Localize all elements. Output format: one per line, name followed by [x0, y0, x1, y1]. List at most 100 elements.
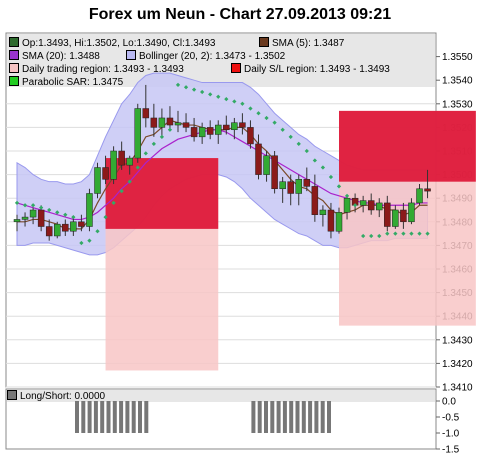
candle — [190, 117, 198, 142]
sar-dot — [336, 184, 342, 189]
candle — [102, 155, 109, 185]
sar-dot — [55, 210, 60, 215]
sar-dot — [208, 92, 213, 97]
candle — [134, 103, 141, 163]
candle — [408, 198, 415, 225]
long-short-bar — [106, 401, 111, 433]
candle — [45, 219, 53, 241]
sar-dot — [304, 148, 309, 154]
long-short-bar — [276, 401, 281, 433]
candle — [384, 195, 391, 232]
sar-dot — [344, 193, 350, 198]
long-short-bar — [314, 401, 319, 433]
sl-region — [105, 158, 219, 229]
legend-swatch-sl-region — [231, 63, 241, 73]
lower-legend-label: Long/Short: 0.0000 — [20, 391, 106, 402]
candle-body — [239, 122, 246, 128]
candle-body — [94, 167, 101, 194]
long-short-bar — [270, 401, 275, 433]
chart-title: Forex um Neun - Chart 27.09.2013 09:21 — [88, 6, 392, 23]
candle-body — [376, 202, 383, 211]
sar-dot — [135, 165, 140, 170]
candle-body — [206, 127, 214, 135]
legend-item-sar: Parabolic SAR: 1.3475 — [9, 76, 123, 88]
sar-dot — [22, 203, 28, 208]
long-short-bar — [327, 401, 331, 433]
legend-item-sma5: SMA (5): 1.3487 — [259, 37, 344, 49]
long-short-bar — [100, 401, 105, 433]
lower-legend: Long/Short: 0.0000 — [7, 390, 105, 402]
candle-body — [327, 209, 335, 232]
lower-y-tick-label: -1.0 — [442, 429, 460, 440]
candle-body — [319, 209, 327, 215]
sar-dot — [87, 238, 92, 243]
candle-body — [118, 150, 125, 166]
candle-body — [384, 202, 391, 227]
candle — [335, 207, 343, 234]
long-short-bar — [289, 401, 294, 433]
legend-label-ohlc: Op:1.3493, Hi:1.3502, Lo:1.3490, Cl:1.34… — [22, 38, 216, 49]
candle — [110, 146, 117, 185]
sar-dot — [167, 127, 173, 132]
candle-body — [392, 209, 399, 227]
candle-body — [78, 221, 85, 227]
candle-body — [182, 122, 190, 128]
candle — [359, 195, 367, 213]
sar-dot — [224, 96, 229, 102]
long-short-bar — [131, 401, 136, 433]
candle — [343, 195, 351, 220]
candle — [118, 141, 125, 170]
lower-y-tick-label: -1.5 — [442, 445, 460, 456]
legend-item-sl-region: Daily S/L region: 1.3493 - 1.3493 — [231, 63, 390, 75]
sar-dot — [79, 240, 84, 246]
lower-y-tick-label: 0.0 — [442, 397, 456, 408]
candle — [303, 167, 311, 192]
candle-body — [13, 219, 21, 223]
chart-legend: Op:1.3493, Hi:1.3502, Lo:1.3490, Cl:1.34… — [7, 35, 436, 88]
candle — [392, 205, 399, 229]
candle — [376, 198, 383, 218]
sar-dot — [183, 85, 189, 90]
long-short-bar — [93, 401, 98, 433]
long-short-bar — [320, 401, 325, 433]
legend-swatch-bollinger — [126, 50, 136, 60]
sar-dot — [14, 200, 20, 206]
sar-dot — [200, 89, 205, 95]
sar-dot — [280, 127, 285, 132]
sar-dot — [151, 141, 156, 147]
legend-label-sar: Parabolic SAR: 1.3475 — [22, 77, 124, 88]
candle — [319, 205, 327, 227]
sma5-line — [17, 119, 428, 230]
sar-dot — [240, 101, 245, 106]
sar-dot — [175, 82, 181, 88]
long-short-bar — [125, 401, 130, 433]
y-tick-label: 1.3430 — [442, 335, 473, 346]
candle — [287, 174, 294, 206]
sar-dot — [103, 214, 108, 220]
legend-item-trading-region: Daily trading region: 1.3493 - 1.3493 — [9, 63, 184, 75]
candle — [54, 221, 61, 239]
sar-dot — [248, 106, 253, 111]
candle — [247, 120, 254, 149]
candle — [182, 113, 190, 133]
candle — [295, 174, 302, 206]
long-short-bar — [138, 401, 142, 433]
candle-body — [231, 122, 238, 131]
candle-body — [223, 124, 230, 131]
candle-body — [70, 221, 77, 232]
candle-body — [110, 150, 117, 180]
sar-dot — [417, 231, 422, 236]
legend-swatch-sma20 — [9, 50, 19, 60]
long-short-bar — [295, 401, 300, 433]
candle-body — [134, 108, 141, 159]
candle-body — [400, 209, 407, 223]
candle-body — [416, 188, 423, 204]
candle-body — [37, 209, 45, 227]
sar-dot — [95, 229, 100, 234]
y-tick-label: 1.3540 — [442, 76, 473, 87]
candle-body — [271, 155, 278, 190]
sma20-line — [16, 129, 428, 221]
legend-item-sma20: SMA (20): 1.3488 — [9, 50, 100, 62]
sar-dot — [232, 99, 237, 104]
candle-body — [215, 124, 222, 135]
